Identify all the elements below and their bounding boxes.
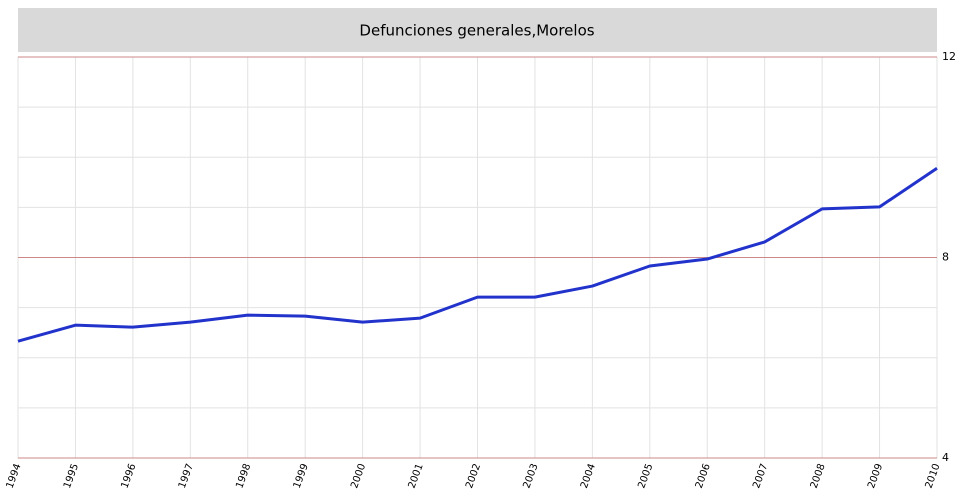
- x-tick-label: 2004: [579, 462, 598, 490]
- x-tick-label: 2003: [522, 462, 541, 490]
- x-tick-label: 1999: [292, 462, 311, 490]
- x-tick-label: 2005: [636, 462, 655, 490]
- x-tick-label: 2010: [924, 462, 943, 490]
- x-tick-label: 2006: [694, 462, 713, 490]
- x-tick-label: 2002: [464, 462, 483, 490]
- x-tick-label: 2000: [349, 462, 368, 490]
- chart-title: Defunciones generales,Morelos: [359, 22, 594, 40]
- x-tick-label: 2007: [751, 462, 770, 490]
- x-tick-label: 2001: [407, 462, 426, 490]
- x-tick-label: 1994: [5, 462, 24, 490]
- x-tick-label: 1995: [62, 462, 81, 490]
- x-tick-label: 2009: [866, 462, 885, 490]
- x-tick-label: 1996: [119, 462, 138, 490]
- line-series: [17, 167, 938, 343]
- title-bar: [18, 8, 937, 52]
- x-tick-label: 1998: [234, 462, 253, 490]
- y-tick-label: 8: [942, 251, 949, 264]
- x-tick-label: 1997: [177, 462, 196, 490]
- y-tick-label: 12: [942, 50, 956, 63]
- y-tick-label: 4: [942, 451, 949, 464]
- x-tick-label: 2008: [809, 462, 828, 490]
